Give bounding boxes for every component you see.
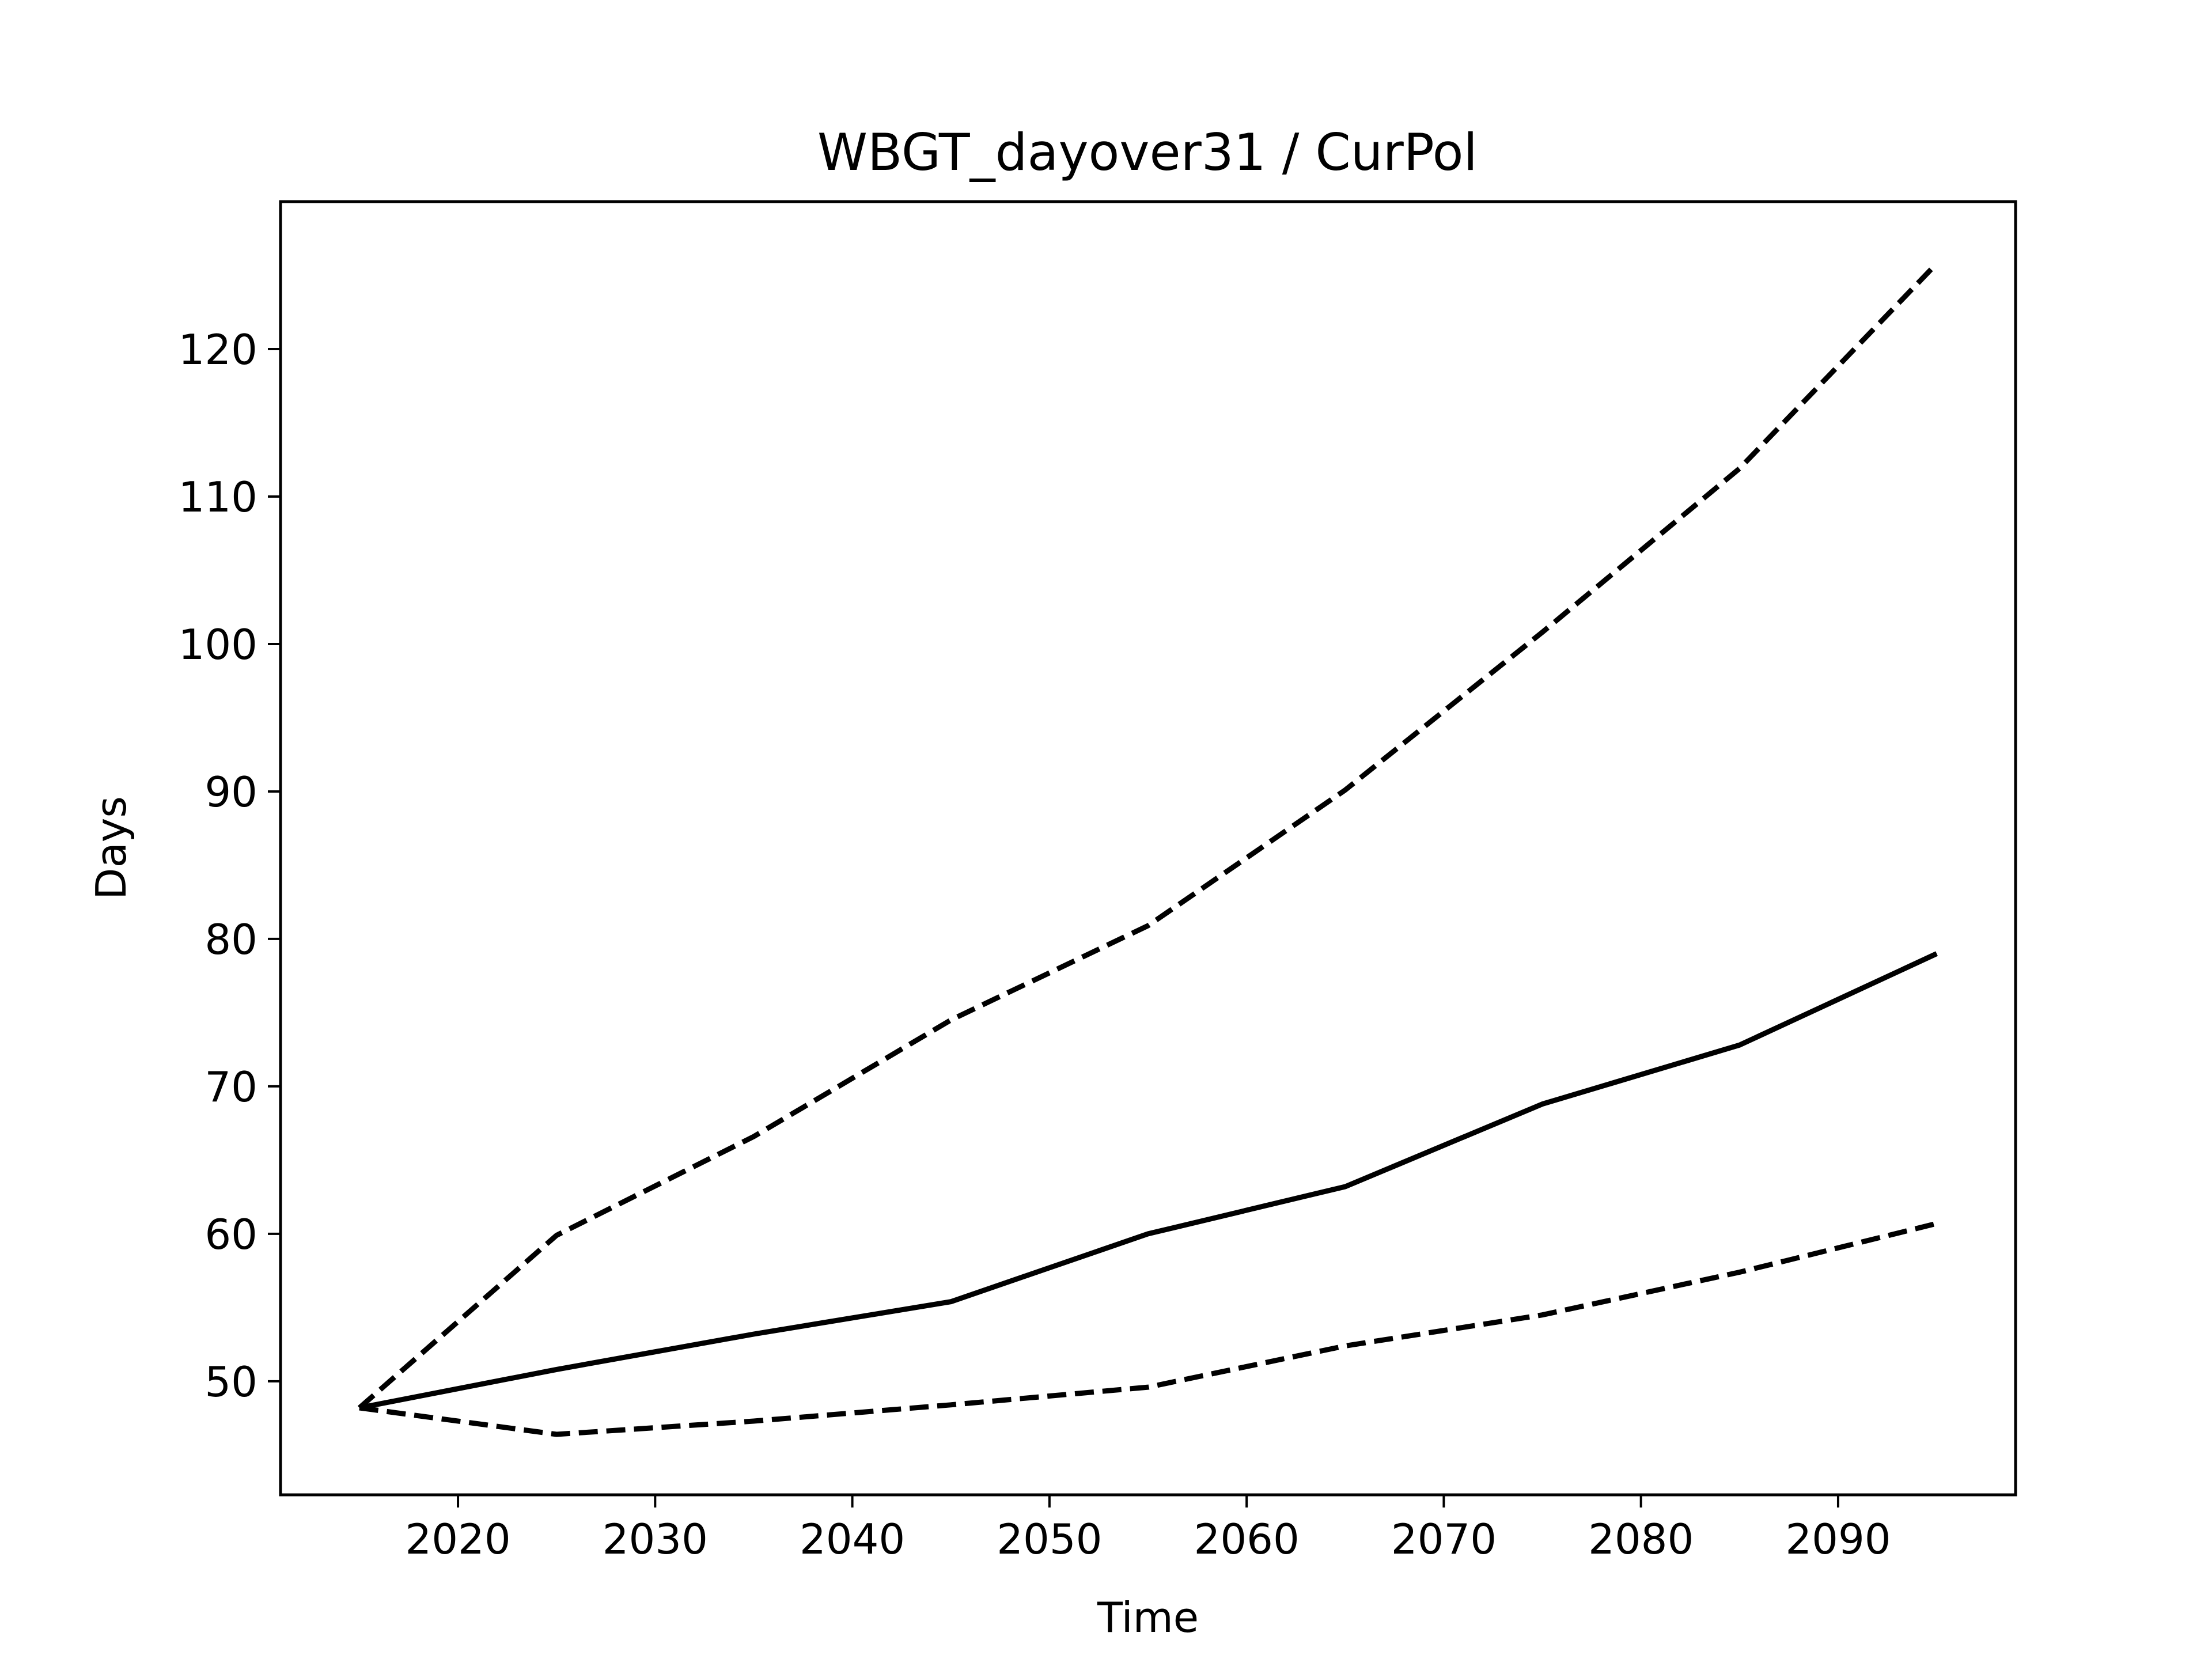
- x-tick-label: 2090: [1785, 1515, 1891, 1563]
- x-tick-label: 2070: [1391, 1515, 1497, 1563]
- series-line-2-dashed: [357, 262, 1939, 1410]
- y-tick-label: 70: [204, 1063, 257, 1111]
- x-tick-label: 2050: [997, 1515, 1102, 1563]
- x-tick-label: 2030: [603, 1515, 708, 1563]
- x-axis-label: Time: [1097, 1593, 1199, 1642]
- series-line-1-solid: [359, 951, 1938, 1411]
- y-tick-label: 120: [179, 325, 257, 374]
- chart-title: WBGT_dayover31 / CurPol: [817, 123, 1478, 182]
- y-tick-label: 60: [204, 1210, 257, 1259]
- x-tick-label: 2020: [405, 1515, 510, 1563]
- series-lines: [357, 262, 1939, 1437]
- x-tick-label: 2040: [800, 1515, 905, 1563]
- plot-area-frame: [279, 200, 2017, 1497]
- y-tick-label: 100: [179, 620, 257, 669]
- y-tick-label: 80: [204, 915, 257, 964]
- y-tick-label: 90: [204, 768, 257, 816]
- y-tick-label: 50: [204, 1358, 257, 1406]
- series-line-3-dashed: [359, 1221, 1938, 1437]
- x-tick-label: 2060: [1194, 1515, 1300, 1563]
- x-tick-label: 2080: [1588, 1515, 1694, 1563]
- y-tick-label: 110: [179, 473, 257, 521]
- axis-ticks: 2020 2030 2040 2050 2060 2070 2080 2090 50 60 70 80…: [179, 325, 1891, 1563]
- y-axis-label: Days: [87, 796, 135, 900]
